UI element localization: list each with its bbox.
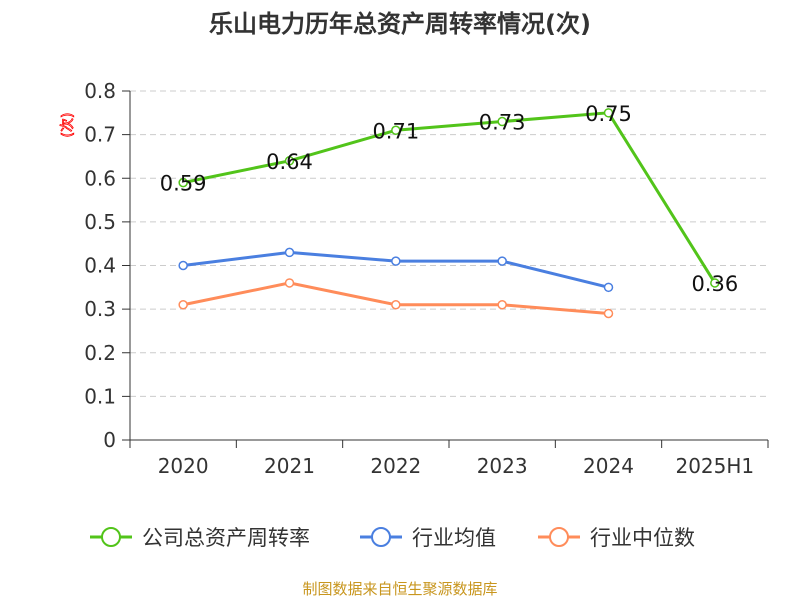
legend-marker [371,527,391,547]
data-point [391,300,401,310]
data-point [284,156,295,166]
data-point [284,247,295,258]
y-axis-label: (次) [60,113,76,138]
x-tick-label: 2023 [477,454,528,478]
y-tick-label: 0 [103,428,116,452]
x-tick-label: 2024 [583,454,634,478]
legend-label: 公司总资产周转率 [142,526,310,550]
data-point [603,108,614,118]
data-point [178,300,188,310]
legend-label: 行业均值 [412,526,496,550]
data-point [391,256,401,266]
data-label: 0.59 [160,172,207,196]
x-tick-label: 2022 [370,454,421,478]
data-label: 0.64 [266,150,313,174]
data-point [284,278,295,288]
data-point [178,177,188,188]
data-point [178,260,188,271]
series-line [182,111,717,284]
data-label: 0.73 [479,111,526,135]
y-tick-label: 0.7 [84,123,116,147]
footer-source: 制图数据来自恒生聚源数据库 [302,580,497,598]
data-point [391,125,401,136]
y-tick-label: 0.6 [84,166,116,190]
data-label: 0.36 [691,272,738,296]
legend-marker [549,527,569,547]
y-tick-label: 0.8 [84,79,116,103]
chart-title: 乐山电力历年总资产周转率情况(次) [209,10,591,38]
y-tick-label: 0.4 [84,254,116,278]
data-point [710,278,720,288]
data-point [497,116,507,127]
data-point [497,300,507,310]
x-tick-label: 2021 [264,454,315,478]
data-point [497,256,507,266]
x-tick-label: 2020 [158,454,209,478]
legend-label: 行业中位数 [590,526,695,550]
data-label: 0.71 [372,119,419,143]
x-tick-label: 2025H1 [675,454,754,478]
legend-marker [101,527,121,547]
y-tick-label: 0.5 [84,210,116,234]
data-point [603,308,614,319]
y-tick-label: 0.2 [84,341,116,365]
y-tick-label: 0.3 [84,297,116,321]
y-tick-label: 0.1 [84,384,116,408]
data-label: 0.75 [585,102,632,126]
data-point [603,282,614,293]
